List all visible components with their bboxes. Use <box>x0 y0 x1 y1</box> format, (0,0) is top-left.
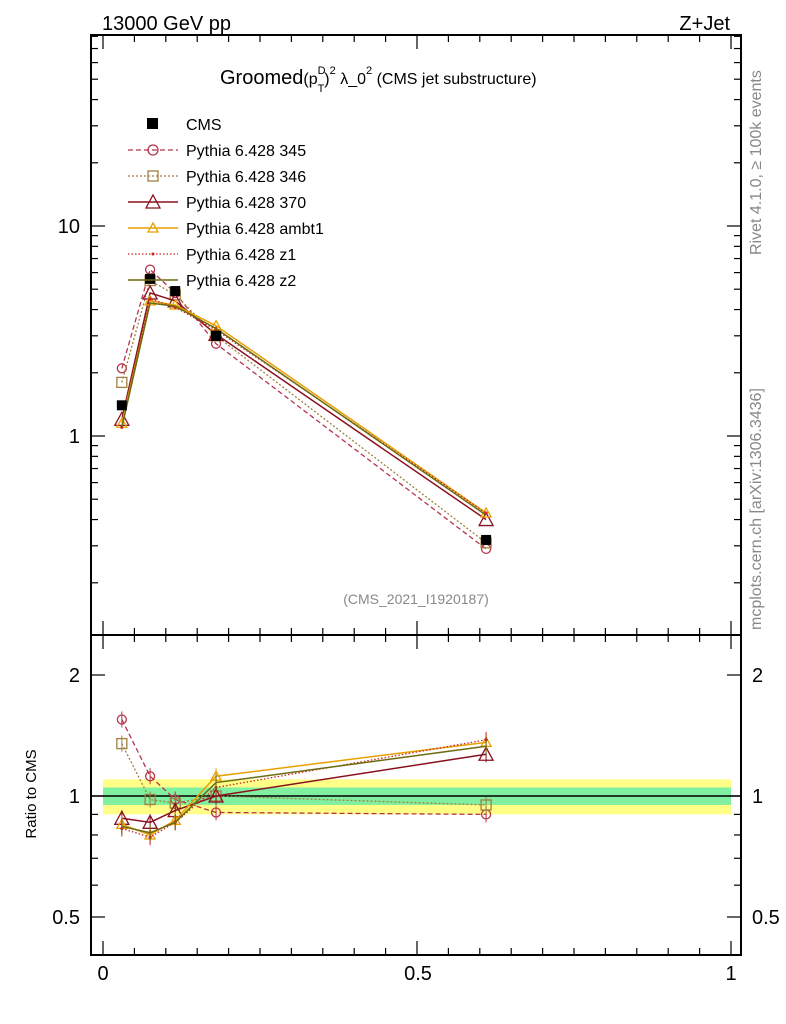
series-line-p346 <box>121 279 487 544</box>
xtick-label-0.5: 0.5 <box>404 963 432 985</box>
ratio-point-p345 <box>116 714 127 725</box>
series-point-z1 <box>148 297 152 301</box>
series-line-p370 <box>121 291 487 521</box>
main-series <box>113 264 495 555</box>
title-lambda: λ_0 <box>336 71 366 88</box>
legend-marker-345 <box>147 144 159 156</box>
rivet-label: Rivet 4.1.0, ≥ 100k events <box>748 70 765 255</box>
legend-label-ambt1: Pythia 6.428 ambt1 <box>186 221 324 238</box>
legend-marker-cms <box>147 118 158 129</box>
ratio-point-p346 <box>144 793 156 806</box>
ratio-point-p346 <box>116 737 128 750</box>
header-right: Z+Jet <box>679 13 730 35</box>
ratio-ytick-label-1: 1 <box>69 786 80 808</box>
legend-marker-370 <box>144 193 162 209</box>
series-point-p346 <box>116 376 128 389</box>
ratio-ytick-label-0.5: 0.5 <box>52 907 80 929</box>
ytick-label-1: 1 <box>69 426 80 448</box>
legend-label-z2: Pythia 6.428 z2 <box>186 273 296 290</box>
series-point-p345 <box>144 264 156 275</box>
ratio-ytick-label-1-right: 1 <box>752 786 763 808</box>
ratio-point-p345 <box>210 807 222 818</box>
cms-point <box>145 273 156 284</box>
axes <box>91 35 741 955</box>
series-line-p345 <box>121 268 487 550</box>
cms-point <box>170 286 181 297</box>
legend: CMS Pythia 6.428 345 Pythia 6.428 346 Py… <box>128 117 324 290</box>
cms-point <box>211 330 222 341</box>
ratio-frame <box>90 634 742 956</box>
legend-marker-ambt1 <box>146 221 160 233</box>
title-p: (p <box>303 71 317 88</box>
legend-marker-z1 <box>151 252 155 256</box>
legend-label-cms: CMS <box>186 117 222 134</box>
plot-title: Groomed(pD T)2 λ_02 (CMS jet substructure… <box>220 65 537 95</box>
title-rest: (CMS jet substructure) <box>372 71 536 88</box>
title-sup-2b: 2 <box>366 65 372 77</box>
ratio-point-p370 <box>207 787 225 803</box>
legend-marker-346 <box>147 170 159 182</box>
title-sup-d: D <box>318 65 326 77</box>
mcplots-label: mcplots.cern.ch [arXiv:1306.3436] <box>748 388 765 630</box>
ratio-ytick-label-2-right: 2 <box>752 665 763 687</box>
series-line-ambt1 <box>121 300 487 514</box>
series-point-ambt1 <box>169 298 182 310</box>
title-sup-2: 2 <box>330 65 336 77</box>
title-close: ) <box>324 71 329 88</box>
ratio-line-z1 <box>121 739 487 838</box>
legend-label-345: Pythia 6.428 345 <box>186 143 306 160</box>
cms-point <box>481 534 492 545</box>
cms-point <box>116 400 127 411</box>
title-sub-t: T <box>318 83 325 95</box>
legend-label-z1: Pythia 6.428 z1 <box>186 247 296 264</box>
series-point-p345 <box>480 543 492 555</box>
ratio-point-p346 <box>480 799 492 811</box>
ratio-ytick-label-2: 2 <box>69 665 80 687</box>
xtick-label-1: 1 <box>725 963 736 985</box>
ytick-label-10: 10 <box>58 216 80 238</box>
title-main: Groomed <box>220 67 303 89</box>
header-left: 13000 GeV pp <box>102 13 231 35</box>
legend-label-370: Pythia 6.428 370 <box>186 195 306 212</box>
legend-label-346: Pythia 6.428 346 <box>186 169 306 186</box>
series-point-p345 <box>116 363 127 374</box>
series-point-p370 <box>477 511 495 527</box>
ratio-point-p345 <box>144 771 156 782</box>
analysis-watermark: (CMS_2021_I1920187) <box>343 591 489 607</box>
ratio-point-p370 <box>477 745 495 761</box>
xtick-label-0: 0 <box>97 963 108 985</box>
series-line-z2 <box>121 302 487 516</box>
series-line-z1 <box>121 297 487 514</box>
ratio-ytick-label-0.5-right: 0.5 <box>752 907 780 929</box>
ratio-ylabel: Ratio to CMS <box>23 749 40 838</box>
ratio-series <box>113 711 495 846</box>
series-point-ambt1 <box>479 506 493 518</box>
